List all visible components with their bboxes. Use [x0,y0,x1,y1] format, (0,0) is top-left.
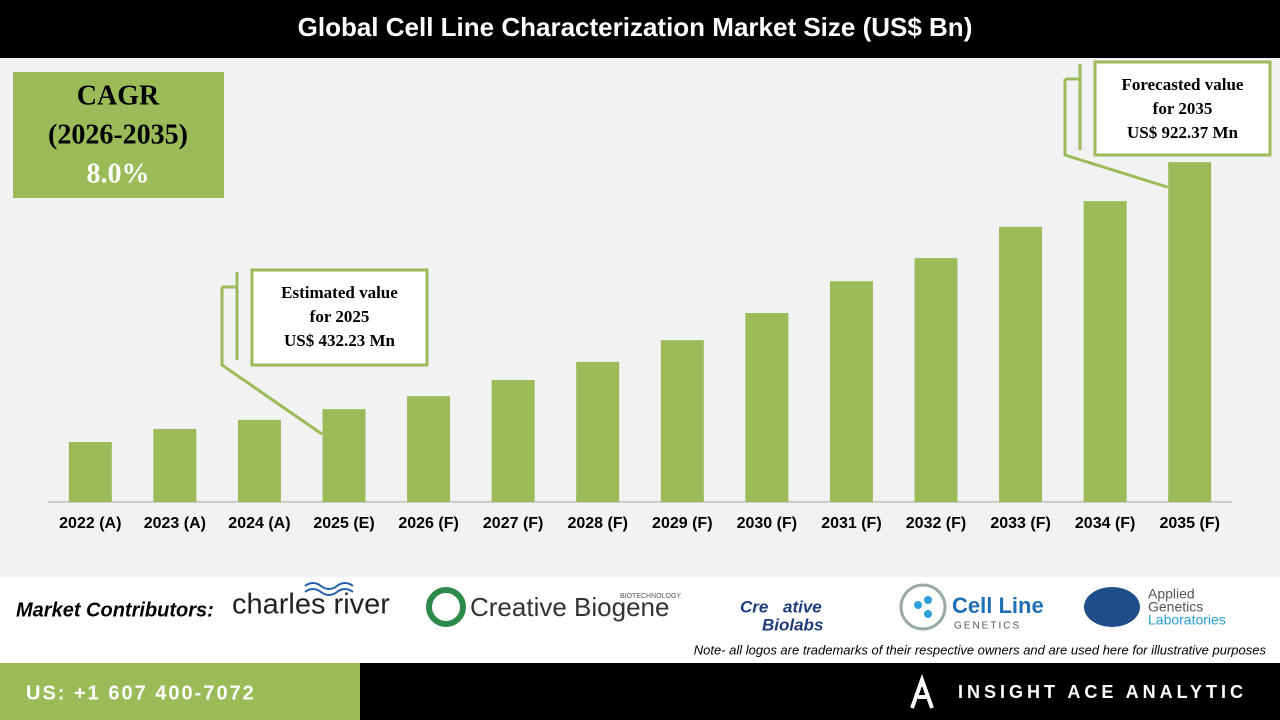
x-tick-label: 2023 (A) [144,515,206,532]
phone: US: +1 607 400-7072 [26,682,256,704]
x-tick-label: 2024 (A) [228,515,290,532]
callout-box [250,268,429,367]
callout-text: for 2025 [310,307,370,326]
logo-icon [924,596,932,604]
contributors-band [0,577,1280,663]
bar [322,409,366,502]
logo-text: Laboratories [1148,612,1226,628]
logo-icon [914,601,922,609]
logo-text: Cell Line [952,593,1044,618]
bar [237,419,281,502]
logo-text: Cre [740,597,768,616]
x-tick-label: 2031 (F) [821,515,881,532]
callout-pointer [1063,79,1169,189]
callout-text: Forecasted value [1122,75,1244,94]
bar [1083,201,1127,502]
bar [999,226,1043,502]
callout-box [1093,60,1272,157]
callout-pointer [220,287,323,436]
bar [745,313,789,502]
bar [153,428,197,502]
logo-icon [1084,587,1140,627]
note: Note- all logos are trademarks of their … [694,642,1267,657]
x-tick-label: 2027 (F) [483,515,543,532]
logo-text: Biolabs [762,615,823,634]
x-tick-label: 2025 (E) [313,515,374,532]
x-tick-label: 2032 (F) [906,515,966,532]
logo-text: Creative Biogene [470,592,669,622]
callout-text: Estimated value [281,283,398,302]
x-tick-label: 2033 (F) [990,515,1050,532]
bar [829,281,873,502]
bar [491,380,535,502]
cagr-box [13,72,224,198]
cagr-period: (2026-2035) [48,119,188,150]
logo-icon [899,583,947,631]
bar [914,258,958,502]
chart-title: Global Cell Line Characterization Market… [298,12,973,42]
logo-text: ative [783,597,822,616]
bar [407,396,451,502]
x-tick-label: 2022 (A) [59,515,121,532]
logo-text: Applied [1148,586,1195,602]
logo-icon [426,587,466,627]
logo-text: charles river [232,589,390,621]
title-bar [0,0,1280,58]
x-tick-label: 2028 (F) [567,515,627,532]
brand-icon [910,674,934,709]
x-tick-label: 2029 (F) [652,515,712,532]
phone-box [0,663,360,720]
bar [660,340,704,502]
bar [68,442,112,502]
brand-bar [360,663,1280,720]
logo-text: BIOTECHNOLOGY [620,593,681,600]
x-tick-label: 2035 (F) [1159,515,1219,532]
cagr-value: 8.0% [87,158,150,189]
contributors-label: Market Contributors: [16,599,214,621]
callout-text: for 2035 [1153,99,1213,118]
bar [1168,162,1212,502]
logo-text: Genetics [1148,599,1203,615]
x-tick-label: 2026 (F) [398,515,458,532]
cagr-label: CAGR [77,80,160,111]
bar [576,361,620,502]
x-tick-label: 2034 (F) [1075,515,1135,532]
callout-text: US$ 922.37 Mn [1127,123,1239,142]
brand: INSIGHT ACE ANALYTIC [958,682,1247,702]
x-tick-label: 2030 (F) [737,515,797,532]
logo-waves [304,582,354,596]
callout-text: US$ 432.23 Mn [284,331,396,350]
logo-text: GENETICS [954,621,1021,632]
logo-icon [924,610,932,618]
